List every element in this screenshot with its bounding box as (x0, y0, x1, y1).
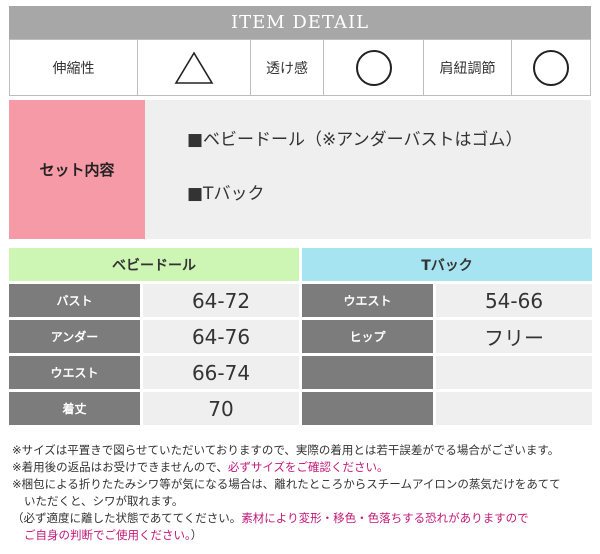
size-value (436, 356, 592, 389)
size-table-title: Tバック (302, 248, 592, 281)
attr-label-sheer: 透け感 (251, 40, 324, 95)
table-row (302, 356, 592, 389)
size-value: 66-74 (143, 356, 299, 389)
size-table-babydoll: ベビードール バスト 64-72 アンダー 64-76 ウエスト 66-74 着… (9, 248, 299, 425)
table-row: アンダー 64-76 (9, 320, 299, 353)
size-key: バスト (9, 284, 140, 317)
size-value: 64-72 (143, 284, 299, 317)
note-line: ※サイズは平置きで図らせていただいておりますので、実際の着用とは若干誤差がでる場… (12, 443, 560, 457)
note-highlight: 素材により変形・移色・色落ちする恐れがありますので (241, 511, 529, 525)
table-row (302, 392, 592, 425)
note-line: ※梱包による折りたたみシワ等が気になる場合は、離れたところからスチームアイロンの… (12, 477, 561, 491)
table-row: 着丈 70 (9, 392, 299, 425)
attr-mark-sheer (324, 40, 424, 95)
note-line: いただくと、シワが取れます。 (24, 494, 184, 508)
size-value (436, 392, 592, 425)
size-key: 着丈 (9, 392, 140, 425)
notes: ※サイズは平置きで図らせていただいておりますので、実際の着用とは若干誤差がでる場… (12, 442, 592, 544)
item-detail-header: ITEM DETAIL (9, 6, 591, 39)
table-row: ウエスト 66-74 (9, 356, 299, 389)
size-value: 70 (143, 392, 299, 425)
size-value: 54-66 (436, 284, 592, 317)
set-contents-label: セット内容 (9, 100, 145, 239)
table-row: ウエスト 54-66 (302, 284, 592, 317)
attr-label-strap: 肩紐調節 (424, 40, 512, 95)
size-value: 64-76 (143, 320, 299, 353)
note-line: ※着用後の返品はお受けできませんので、必ずサイズをご確認ください。 (12, 460, 389, 474)
circle-icon (533, 49, 569, 86)
table-row: バスト 64-72 (9, 284, 299, 317)
attr-mark-stretch (138, 40, 251, 95)
set-contents-list: ■ベビードール（※アンダーバストはゴム） ■Tバック (145, 100, 591, 239)
set-item-babydoll: ■ベビードール（※アンダーバストはゴム） (187, 130, 523, 150)
circle-icon (355, 49, 392, 86)
set-item-tback: ■Tバック (187, 184, 265, 204)
size-table-tback: Tバック ウエスト 54-66 ヒップ フリー (302, 248, 592, 425)
item-detail-title: ITEM DETAIL (230, 12, 370, 33)
size-key: ウエスト (9, 356, 140, 389)
table-row: ヒップ フリー (302, 320, 592, 353)
attribute-row: 伸縮性 透け感 肩紐調節 (9, 39, 591, 96)
note-line: （必ず適度に離した状態であててください。素材により変形・移色・色落ちする恐れがあ… (12, 511, 529, 525)
size-key: ヒップ (302, 320, 433, 353)
size-key (302, 356, 433, 389)
note-highlight: 必ずサイズをご確認ください。 (227, 460, 389, 474)
size-table-title: ベビードール (9, 248, 299, 281)
size-key: アンダー (9, 320, 140, 353)
triangle-icon (174, 50, 214, 84)
attr-mark-strap (512, 40, 590, 95)
set-contents: セット内容 ■ベビードール（※アンダーバストはゴム） ■Tバック (9, 100, 591, 239)
attr-label-stretch: 伸縮性 (10, 40, 138, 95)
size-key (302, 392, 433, 425)
size-key: ウエスト (302, 284, 433, 317)
size-value: フリー (436, 320, 592, 353)
note-line: ご自身の判断でご使用ください。） (24, 528, 203, 542)
note-highlight: ご自身の判断でご使用ください。 (24, 528, 191, 542)
